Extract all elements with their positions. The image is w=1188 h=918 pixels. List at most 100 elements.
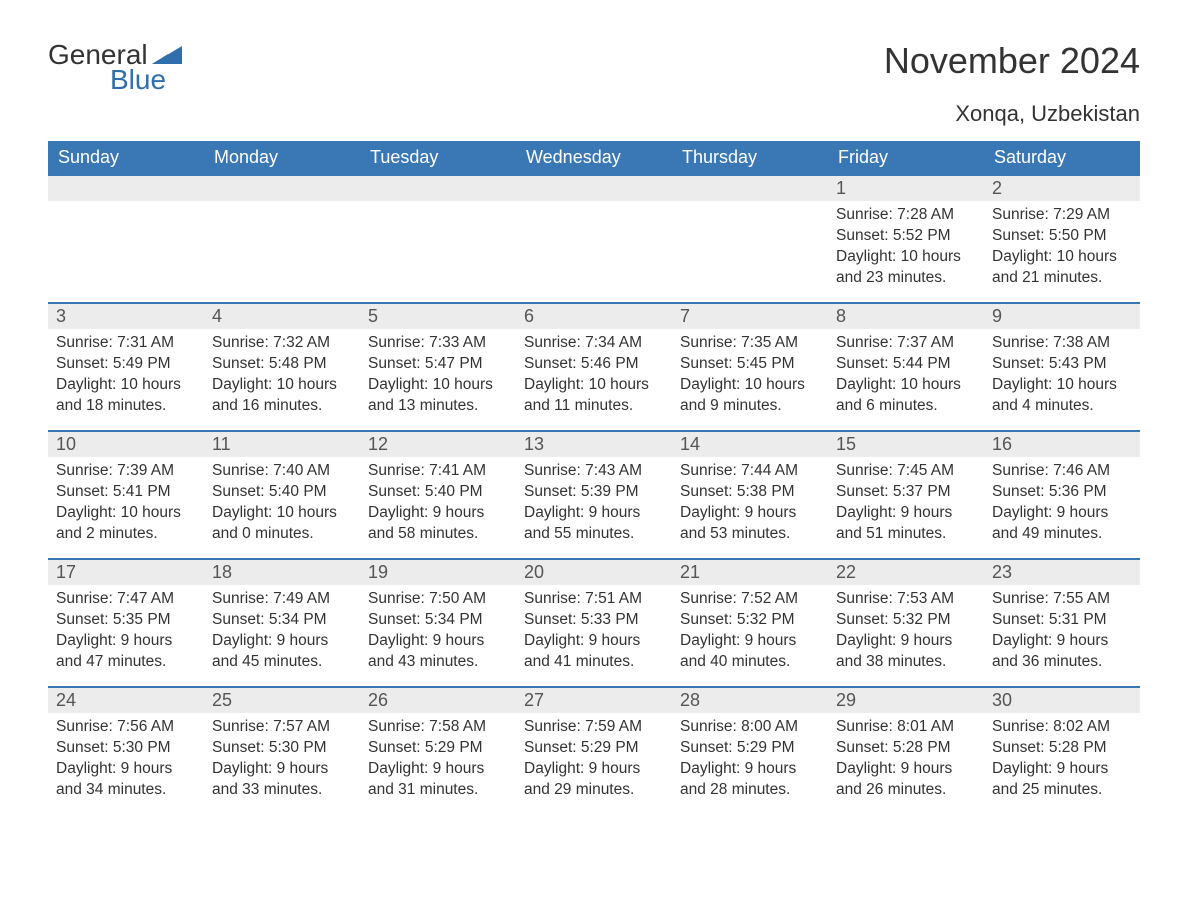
day-number: 20	[516, 558, 672, 585]
daylight-text-2: and 53 minutes.	[680, 524, 820, 545]
daylight-text-2: and 23 minutes.	[836, 268, 976, 289]
calendar-cell: 3Sunrise: 7:31 AMSunset: 5:49 PMDaylight…	[48, 302, 204, 430]
calendar-cell: 18Sunrise: 7:49 AMSunset: 5:34 PMDayligh…	[204, 558, 360, 686]
sunrise-text: Sunrise: 7:29 AM	[992, 205, 1132, 226]
day-details: Sunrise: 7:31 AMSunset: 5:49 PMDaylight:…	[48, 329, 204, 425]
location-text: Xonqa, Uzbekistan	[48, 101, 1140, 127]
day-number: 25	[204, 686, 360, 713]
sunset-text: Sunset: 5:45 PM	[680, 354, 820, 375]
sunrise-text: Sunrise: 7:49 AM	[212, 589, 352, 610]
daylight-text-1: Daylight: 10 hours	[680, 375, 820, 396]
day-number: 19	[360, 558, 516, 585]
daylight-text-2: and 40 minutes.	[680, 652, 820, 673]
calendar-cell	[48, 174, 204, 302]
sunrise-text: Sunrise: 7:47 AM	[56, 589, 196, 610]
daylight-text-2: and 29 minutes.	[524, 780, 664, 801]
sunrise-text: Sunrise: 7:43 AM	[524, 461, 664, 482]
sunrise-text: Sunrise: 7:35 AM	[680, 333, 820, 354]
calendar-cell: 5Sunrise: 7:33 AMSunset: 5:47 PMDaylight…	[360, 302, 516, 430]
logo-text-blue: Blue	[110, 65, 182, 94]
daylight-text-1: Daylight: 10 hours	[992, 375, 1132, 396]
daylight-text-2: and 13 minutes.	[368, 396, 508, 417]
sunset-text: Sunset: 5:34 PM	[212, 610, 352, 631]
sunset-text: Sunset: 5:52 PM	[836, 226, 976, 247]
calendar-cell: 10Sunrise: 7:39 AMSunset: 5:41 PMDayligh…	[48, 430, 204, 558]
daylight-text-1: Daylight: 9 hours	[836, 503, 976, 524]
sunset-text: Sunset: 5:50 PM	[992, 226, 1132, 247]
calendar-cell: 19Sunrise: 7:50 AMSunset: 5:34 PMDayligh…	[360, 558, 516, 686]
weekday-header: Monday	[204, 141, 360, 174]
daylight-text-1: Daylight: 10 hours	[836, 375, 976, 396]
daylight-text-2: and 38 minutes.	[836, 652, 976, 673]
calendar-cell: 4Sunrise: 7:32 AMSunset: 5:48 PMDaylight…	[204, 302, 360, 430]
calendar-cell: 2Sunrise: 7:29 AMSunset: 5:50 PMDaylight…	[984, 174, 1140, 302]
daylight-text-2: and 28 minutes.	[680, 780, 820, 801]
calendar-cell: 1Sunrise: 7:28 AMSunset: 5:52 PMDaylight…	[828, 174, 984, 302]
daylight-text-1: Daylight: 9 hours	[992, 503, 1132, 524]
calendar-cell: 14Sunrise: 7:44 AMSunset: 5:38 PMDayligh…	[672, 430, 828, 558]
day-number: 14	[672, 430, 828, 457]
calendar-cell: 13Sunrise: 7:43 AMSunset: 5:39 PMDayligh…	[516, 430, 672, 558]
daylight-text-2: and 9 minutes.	[680, 396, 820, 417]
calendar-cell: 17Sunrise: 7:47 AMSunset: 5:35 PMDayligh…	[48, 558, 204, 686]
daylight-text-2: and 21 minutes.	[992, 268, 1132, 289]
daylight-text-2: and 49 minutes.	[992, 524, 1132, 545]
sunrise-text: Sunrise: 7:32 AM	[212, 333, 352, 354]
sunrise-text: Sunrise: 7:40 AM	[212, 461, 352, 482]
daylight-text-2: and 6 minutes.	[836, 396, 976, 417]
calendar-cell: 22Sunrise: 7:53 AMSunset: 5:32 PMDayligh…	[828, 558, 984, 686]
daylight-text-1: Daylight: 10 hours	[368, 375, 508, 396]
calendar-cell: 8Sunrise: 7:37 AMSunset: 5:44 PMDaylight…	[828, 302, 984, 430]
calendar-cell	[360, 174, 516, 302]
day-number: 23	[984, 558, 1140, 585]
sunrise-text: Sunrise: 7:28 AM	[836, 205, 976, 226]
day-details: Sunrise: 7:46 AMSunset: 5:36 PMDaylight:…	[984, 457, 1140, 553]
daylight-text-2: and 45 minutes.	[212, 652, 352, 673]
day-number: 21	[672, 558, 828, 585]
calendar-cell: 24Sunrise: 7:56 AMSunset: 5:30 PMDayligh…	[48, 686, 204, 814]
sunrise-text: Sunrise: 7:34 AM	[524, 333, 664, 354]
sunset-text: Sunset: 5:44 PM	[836, 354, 976, 375]
day-details: Sunrise: 7:34 AMSunset: 5:46 PMDaylight:…	[516, 329, 672, 425]
day-details: Sunrise: 7:32 AMSunset: 5:48 PMDaylight:…	[204, 329, 360, 425]
day-details: Sunrise: 8:02 AMSunset: 5:28 PMDaylight:…	[984, 713, 1140, 809]
daylight-text-1: Daylight: 10 hours	[212, 503, 352, 524]
sunrise-text: Sunrise: 7:41 AM	[368, 461, 508, 482]
day-details: Sunrise: 7:57 AMSunset: 5:30 PMDaylight:…	[204, 713, 360, 809]
day-number: 30	[984, 686, 1140, 713]
daylight-text-2: and 0 minutes.	[212, 524, 352, 545]
day-number: 5	[360, 302, 516, 329]
sunrise-text: Sunrise: 7:45 AM	[836, 461, 976, 482]
calendar-cell: 6Sunrise: 7:34 AMSunset: 5:46 PMDaylight…	[516, 302, 672, 430]
day-number: 13	[516, 430, 672, 457]
calendar-cell: 26Sunrise: 7:58 AMSunset: 5:29 PMDayligh…	[360, 686, 516, 814]
empty-day-bar	[48, 174, 204, 201]
day-details: Sunrise: 7:50 AMSunset: 5:34 PMDaylight:…	[360, 585, 516, 681]
daylight-text-1: Daylight: 9 hours	[680, 759, 820, 780]
sunset-text: Sunset: 5:38 PM	[680, 482, 820, 503]
sunset-text: Sunset: 5:33 PM	[524, 610, 664, 631]
sunset-text: Sunset: 5:47 PM	[368, 354, 508, 375]
day-details: Sunrise: 7:40 AMSunset: 5:40 PMDaylight:…	[204, 457, 360, 553]
daylight-text-1: Daylight: 9 hours	[680, 503, 820, 524]
day-number: 10	[48, 430, 204, 457]
day-number: 9	[984, 302, 1140, 329]
sunrise-text: Sunrise: 8:00 AM	[680, 717, 820, 738]
calendar-cell: 25Sunrise: 7:57 AMSunset: 5:30 PMDayligh…	[204, 686, 360, 814]
daylight-text-2: and 26 minutes.	[836, 780, 976, 801]
sunrise-text: Sunrise: 7:38 AM	[992, 333, 1132, 354]
weekday-header: Tuesday	[360, 141, 516, 174]
daylight-text-1: Daylight: 10 hours	[524, 375, 664, 396]
day-details: Sunrise: 7:58 AMSunset: 5:29 PMDaylight:…	[360, 713, 516, 809]
daylight-text-2: and 51 minutes.	[836, 524, 976, 545]
day-number: 11	[204, 430, 360, 457]
daylight-text-1: Daylight: 10 hours	[56, 503, 196, 524]
weekday-header: Thursday	[672, 141, 828, 174]
sunset-text: Sunset: 5:41 PM	[56, 482, 196, 503]
calendar-body: 1Sunrise: 7:28 AMSunset: 5:52 PMDaylight…	[48, 174, 1140, 814]
day-details: Sunrise: 7:35 AMSunset: 5:45 PMDaylight:…	[672, 329, 828, 425]
weekday-header: Wednesday	[516, 141, 672, 174]
sunset-text: Sunset: 5:40 PM	[368, 482, 508, 503]
sunset-text: Sunset: 5:49 PM	[56, 354, 196, 375]
day-details: Sunrise: 7:59 AMSunset: 5:29 PMDaylight:…	[516, 713, 672, 809]
